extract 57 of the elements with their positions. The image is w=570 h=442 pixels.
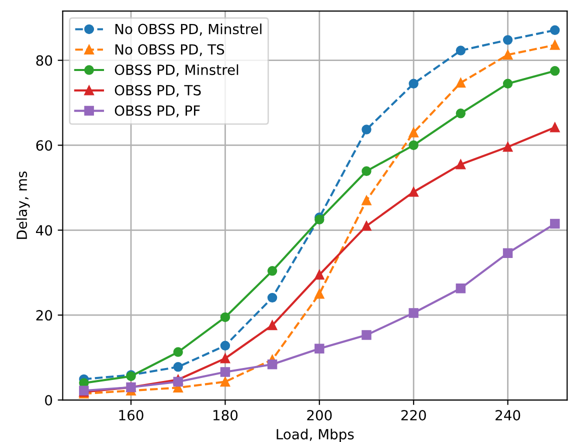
point — [408, 187, 418, 197]
point — [502, 142, 513, 152]
point — [267, 266, 278, 276]
y-tick-label: 80 — [36, 55, 52, 66]
point — [173, 362, 183, 372]
y-tick-label: 20 — [36, 310, 52, 321]
point — [502, 78, 513, 89]
x-tick-label: 220 — [401, 410, 426, 420]
y-tick-label: 0 — [45, 394, 52, 406]
point — [220, 340, 230, 351]
point — [502, 50, 513, 60]
point — [502, 35, 513, 45]
point — [550, 122, 560, 132]
legend-label: OBSS PD, PF — [114, 105, 200, 118]
legend-label: No OBSS PD, Minstrel — [115, 24, 262, 36]
point — [267, 292, 278, 303]
point — [362, 124, 372, 134]
x-axis-title: Load, Mbps — [276, 428, 354, 442]
point — [408, 78, 418, 89]
x-tick-label: 160 — [119, 410, 144, 420]
point — [362, 166, 372, 176]
point — [502, 248, 513, 258]
x-tick-label: 180 — [213, 410, 238, 420]
point — [173, 347, 183, 357]
x-tick-label: 240 — [496, 410, 520, 420]
legend-label: No OBSS PD, TS — [115, 44, 224, 56]
point — [408, 140, 418, 150]
point — [550, 40, 560, 50]
point — [173, 376, 183, 387]
point — [456, 46, 466, 56]
point — [408, 128, 418, 138]
point — [362, 196, 372, 206]
point — [267, 320, 278, 330]
point — [456, 283, 466, 294]
point — [267, 359, 278, 370]
point — [220, 312, 230, 322]
legend-label: OBSS PD, Minstrel — [114, 64, 238, 76]
legend-label: OBSS PD, TS — [114, 84, 201, 97]
point — [362, 330, 372, 340]
point — [362, 221, 372, 231]
point — [220, 367, 230, 377]
y-tick-label: 40 — [36, 225, 52, 236]
point — [220, 354, 230, 364]
point — [550, 218, 560, 229]
y-axis-title: Delay, ms — [16, 171, 30, 239]
point — [314, 270, 324, 280]
point — [220, 376, 230, 387]
point — [550, 25, 560, 36]
point — [456, 159, 466, 170]
x-tick-label: 200 — [307, 410, 332, 420]
point — [456, 78, 466, 88]
point — [314, 344, 324, 354]
point — [314, 288, 324, 299]
point — [408, 308, 418, 318]
point — [456, 108, 466, 118]
y-tick-label: 60 — [36, 140, 52, 151]
point — [550, 66, 560, 76]
